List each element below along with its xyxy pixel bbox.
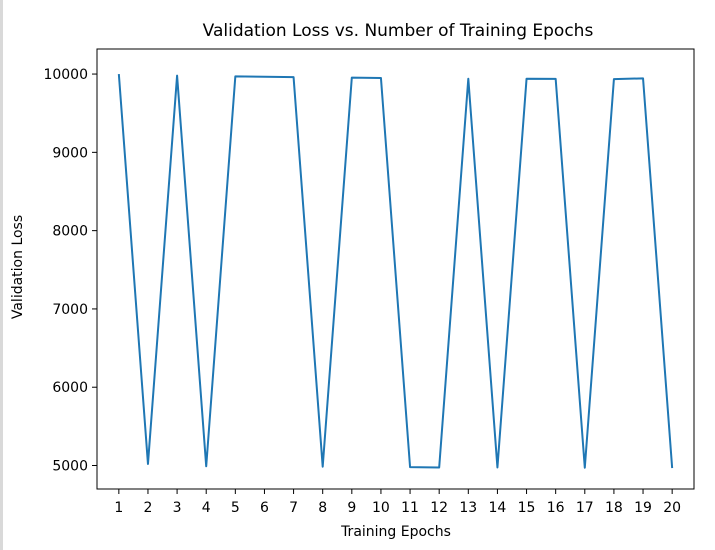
x-tick-label: 3 [173, 500, 182, 516]
x-tick-label: 11 [401, 500, 419, 516]
x-tick-label: 17 [576, 500, 594, 516]
x-axis-label: Training Epochs [340, 524, 451, 540]
x-tick-label: 7 [289, 500, 298, 516]
x-tick-label: 4 [202, 500, 211, 516]
plot-area-frame [96, 48, 695, 490]
y-tick-label: 6000 [52, 380, 88, 396]
x-tick-label: 5 [231, 500, 240, 516]
x-tick-label: 18 [605, 500, 623, 516]
x-axis-ticks: 1 2 3 4 5 6 7 8 9 10 11 12 13 14 15 16 17 18 19 20 [114, 489, 681, 516]
x-tick-label: 16 [547, 500, 565, 516]
y-tick-label: 10000 [43, 67, 88, 83]
y-axis-ticks: 5000 6000 7000 8000 9000 10000 [43, 67, 97, 475]
chart-title: Validation Loss vs. Number of Training E… [203, 21, 594, 41]
series-line-validation-loss [117, 73, 674, 469]
y-tick-label: 9000 [52, 145, 88, 161]
x-tick-label: 9 [347, 500, 356, 516]
x-tick-label: 2 [144, 500, 153, 516]
x-tick-label: 12 [430, 500, 448, 516]
y-tick-label: 5000 [52, 459, 88, 475]
y-tick-label: 7000 [52, 302, 88, 318]
x-tick-label: 6 [260, 500, 269, 516]
x-tick-label: 1 [114, 500, 123, 516]
y-axis-label: Validation Loss [10, 215, 26, 319]
series-layer [117, 73, 674, 469]
x-tick-label: 10 [372, 500, 390, 516]
x-tick-label: 20 [663, 500, 681, 516]
x-tick-label: 19 [634, 500, 652, 516]
x-tick-label: 14 [489, 500, 507, 516]
x-tick-label: 8 [318, 500, 327, 516]
x-tick-label: 15 [518, 500, 536, 516]
window-left-edge [0, 0, 3, 550]
y-tick-label: 8000 [52, 224, 88, 240]
x-tick-label: 13 [459, 500, 477, 516]
